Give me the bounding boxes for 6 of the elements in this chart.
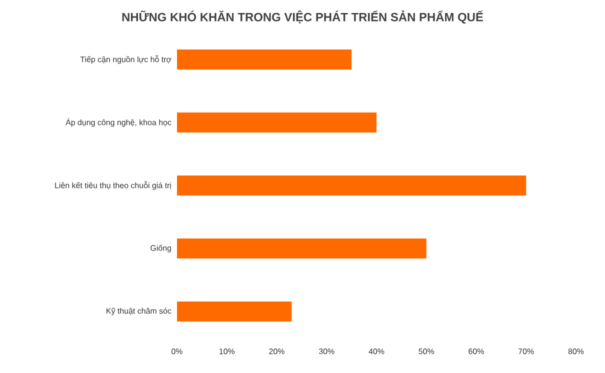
chart-title: NHỮNG KHÓ KHĂN TRONG VIỆC PHÁT TRIỂN SẢN PHẨM QUẾ — [122, 10, 483, 24]
bar — [177, 112, 377, 133]
bar — [177, 302, 292, 322]
bar — [177, 176, 526, 196]
bar — [177, 238, 426, 259]
bar — [177, 50, 352, 70]
